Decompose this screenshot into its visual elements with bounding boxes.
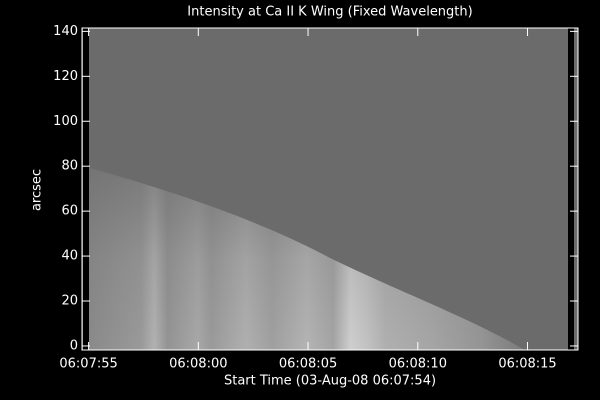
y-tick-label: 140 <box>53 24 78 39</box>
edge-strip <box>568 28 574 350</box>
x-axis-label: Start Time (03-Aug-08 06:07:54) <box>224 374 436 389</box>
y-tick-label: 20 <box>61 294 78 309</box>
chart-title: Intensity at Ca II K Wing (Fixed Wavelen… <box>187 5 472 20</box>
x-tick-label: 06:08:10 <box>389 357 447 372</box>
x-tick-label: 06:08:00 <box>169 357 227 372</box>
y-tick-label: 40 <box>61 249 78 264</box>
x-tick-label: 06:08:05 <box>279 357 337 372</box>
edge-strip <box>83 28 89 350</box>
y-tick-label: 0 <box>70 338 78 353</box>
bright-region-shade <box>89 168 525 350</box>
x-tick-label: 06:07:55 <box>59 357 117 372</box>
plot-frame <box>81 27 579 351</box>
image <box>81 27 579 351</box>
x-tick-label: 06:08:15 <box>498 357 556 372</box>
y-tick-label: 100 <box>53 114 78 129</box>
y-tick-label: 120 <box>53 69 78 84</box>
y-tick-label: 80 <box>61 159 78 174</box>
y-tick-label: 60 <box>61 204 78 219</box>
y-axis-label: arcsec <box>30 169 45 211</box>
